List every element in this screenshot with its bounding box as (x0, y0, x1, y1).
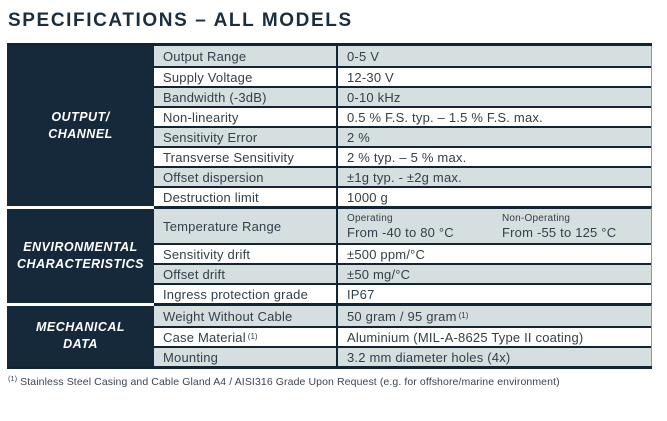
spec-label: Offset drift (154, 265, 338, 283)
footnote-text: Stainless Steel Casing and Cable Gland A… (20, 376, 560, 388)
spec-section: OUTPUT/CHANNEL Output Range 0-5 V Supply Vo… (7, 46, 652, 206)
spec-label: Transverse Sensitivity (154, 148, 338, 166)
spec-row: Bandwidth (-3dB) 0-10 kHz (154, 86, 651, 106)
spec-table: OUTPUT/CHANNEL Output Range 0-5 V Supply Vo… (7, 43, 652, 369)
spec-value: 1000 g (347, 189, 388, 205)
spec-row: Transverse Sensitivity 2 % typ. – 5 % max… (154, 146, 651, 166)
section-header: ENVIRONMENTAL CHARACTERISTICS (7, 206, 154, 303)
spec-section: ENVIRONMENTAL CHARACTERISTICS Temperature … (7, 206, 652, 303)
spec-label: Sensitivity Error (154, 128, 338, 146)
section-rows: Temperature Range Operating From -40 to 80… (154, 206, 652, 303)
section-rows: Output Range 0-5 V Supply Voltage 12-30 V Ba… (154, 46, 652, 206)
spec-value: 0-5 V (347, 48, 380, 64)
spec-label: Non-linearity (154, 108, 338, 126)
footnote: (1) Stainless Steel Casing and Cable Glan… (8, 373, 657, 388)
spec-value: IP67 (347, 286, 375, 302)
section-header: MECHANICAL DATA (7, 303, 154, 366)
spec-value: 0.5 % F.S. typ. – 1.5 % F.S. max. (347, 109, 543, 125)
spec-label: Destruction limit (154, 188, 338, 206)
spec-value: 12-30 V (347, 69, 394, 85)
spec-label: Weight Without Cable (154, 306, 338, 326)
spec-value: 0-10 kHz (347, 89, 401, 105)
spec-label: Bandwidth (-3dB) (154, 88, 338, 106)
spec-value: 50 gram / 95 gram (1) (347, 308, 469, 324)
spec-label: Temperature Range (154, 209, 338, 243)
spec-row: Sensitivity drift ±500 ppm/°C (154, 243, 651, 263)
spec-row: Output Range 0-5 V (154, 46, 651, 66)
spec-row: Non-linearity 0.5 % F.S. typ. – 1.5 % F.S… (154, 106, 651, 126)
spec-value-subcolumn: Non-Operating From -55 to 125 °C (502, 212, 617, 240)
spec-row: Destruction limit 1000 g (154, 186, 651, 206)
spec-row: Ingress protection grade IP67 (154, 283, 651, 303)
section-rows: Weight Without Cable 50 gram / 95 gram (1)… (154, 303, 652, 366)
spec-section: MECHANICAL DATA Weight Without Cable 50 gra… (7, 303, 652, 366)
spec-label: Supply Voltage (154, 68, 338, 86)
spec-value-subcolumn: Operating From -40 to 80 °C (347, 212, 454, 240)
section-header: OUTPUT/CHANNEL (7, 46, 154, 206)
spec-row: Case Material (1) Aluminium (MIL-A-8625 Ty… (154, 326, 651, 346)
spec-value: Aluminium (MIL-A-8625 Type II coating) (347, 329, 584, 345)
spec-row: Temperature Range Operating From -40 to 80… (154, 209, 651, 243)
spec-row: Sensitivity Error 2 % (154, 126, 651, 146)
spec-value: 3.2 mm diameter holes (4x) (347, 349, 511, 365)
spec-label: Offset dispersion (154, 168, 338, 186)
page-title: SPECIFICATIONS – ALL MODELS (8, 10, 353, 31)
spec-label: Case Material (1) (154, 328, 338, 346)
spec-value: ±1g typ. - ±2g max. (347, 169, 462, 185)
spec-value: ±500 ppm/°C (347, 246, 426, 262)
spec-value: ±50 mg/°C (347, 266, 411, 282)
spec-value: Operating From -40 to 80 °C Non-Operating F… (338, 209, 651, 243)
spec-row: Mounting 3.2 mm diameter holes (4x) (154, 346, 651, 366)
spec-label: Ingress protection grade (154, 285, 338, 303)
spec-value: 2 % typ. – 5 % max. (347, 149, 467, 165)
spec-value: 2 % (347, 129, 371, 145)
spec-row: Weight Without Cable 50 gram / 95 gram (1) (154, 306, 651, 326)
spec-label: Sensitivity drift (154, 245, 338, 263)
spec-row: Offset drift ±50 mg/°C (154, 263, 651, 283)
spec-label: Output Range (154, 46, 338, 66)
page: SPECIFICATIONS – ALL MODELS OUTPUT/CHANN… (7, 10, 657, 388)
footnote-marker: (1) (8, 373, 18, 383)
spec-row: Supply Voltage 12-30 V (154, 66, 651, 86)
spec-label: Mounting (154, 348, 338, 366)
spec-row: Offset dispersion ±1g typ. - ±2g max. (154, 166, 651, 186)
